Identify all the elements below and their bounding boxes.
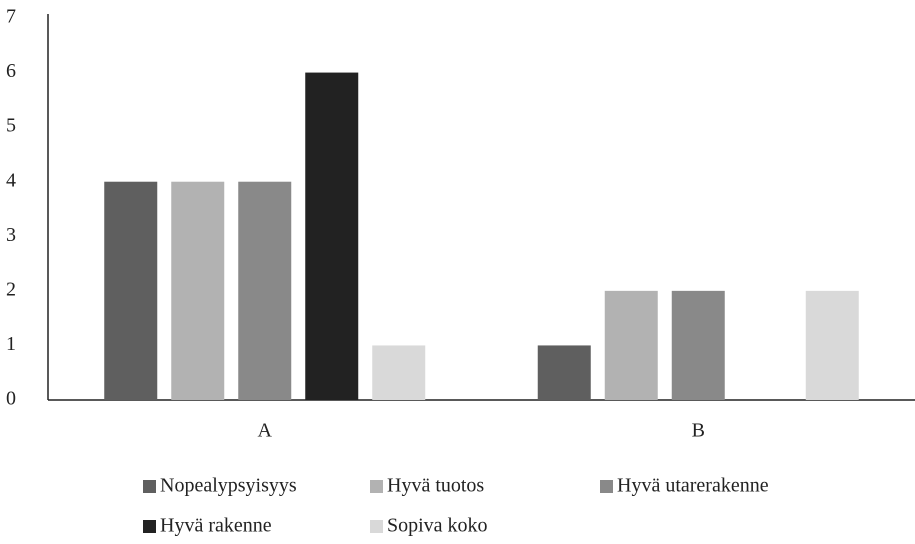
x-tick-label: B [692, 420, 705, 442]
chart: 0 1 2 3 4 5 6 7 A B Nopealypsyisyys Hyvä tuotos Hyvä… [0, 0, 915, 544]
x-tick-label: A [258, 420, 273, 442]
bar [605, 291, 658, 400]
legend-swatch [370, 480, 383, 493]
legend-label: Hyvä rakenne [160, 515, 272, 537]
bar [806, 291, 859, 400]
y-tick-label: 7 [6, 6, 16, 28]
legend-label: Hyvä tuotos [387, 475, 484, 497]
bar [104, 182, 157, 400]
bar [372, 345, 425, 400]
legend-label: Hyvä utarerakenne [617, 475, 769, 497]
y-tick-label: 0 [6, 388, 16, 410]
y-tick-label: 4 [6, 169, 16, 191]
y-tick-label: 5 [6, 115, 16, 137]
legend-swatch [600, 480, 613, 493]
legend-swatch [143, 480, 156, 493]
legend-swatch [143, 520, 156, 533]
bar [672, 291, 725, 400]
legend-swatch [370, 520, 383, 533]
legend-label: Nopealypsyisyys [160, 475, 297, 497]
bar [171, 182, 224, 400]
y-tick-label: 6 [6, 60, 16, 82]
y-tick-label: 2 [6, 278, 16, 300]
legend-label: Sopiva koko [387, 515, 488, 537]
page: {"chart_data": {"type": "bar", "categori… [0, 0, 915, 544]
y-tick-label: 3 [6, 224, 16, 246]
bar [305, 73, 358, 400]
bar [238, 182, 291, 400]
y-tick-label: 1 [6, 333, 16, 355]
bar [538, 345, 591, 400]
